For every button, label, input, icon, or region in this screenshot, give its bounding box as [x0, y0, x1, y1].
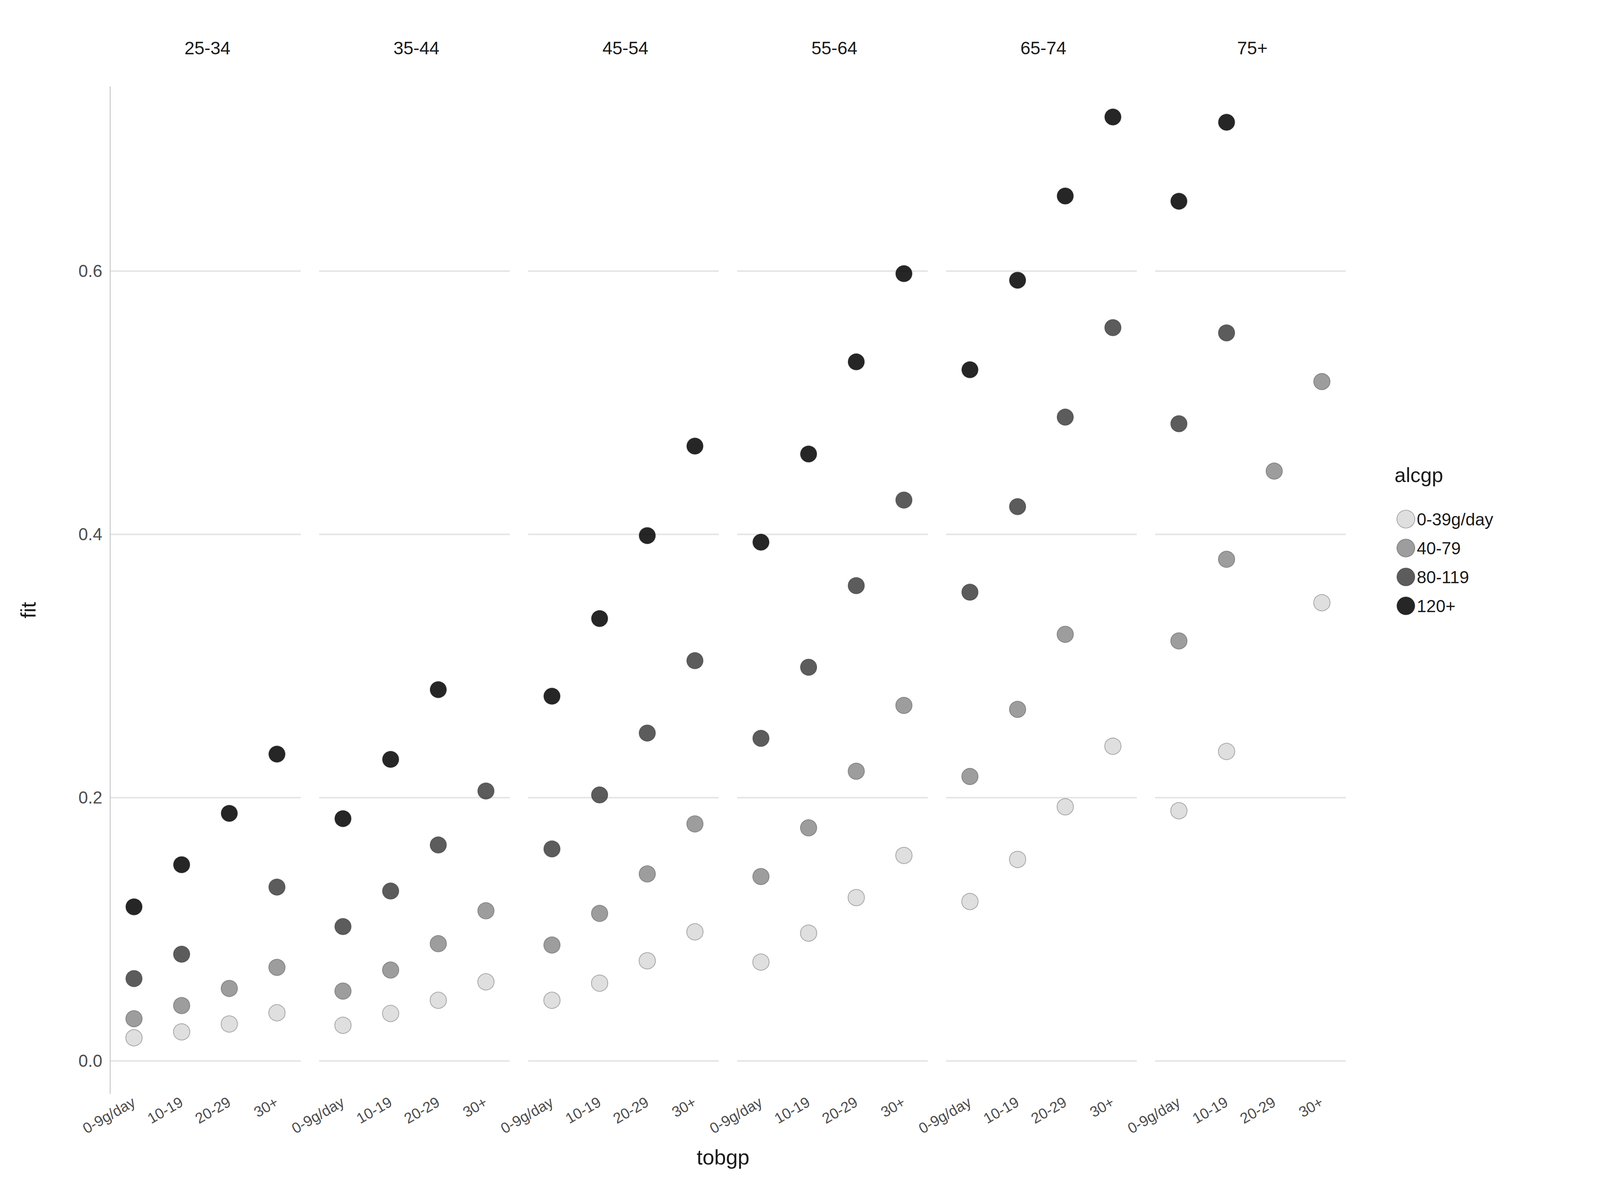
svg-text:0-9g/day: 0-9g/day [288, 1093, 347, 1137]
svg-text:10-19: 10-19 [353, 1093, 395, 1127]
svg-text:10-19: 10-19 [980, 1093, 1022, 1127]
svg-text:25-34: 25-34 [184, 37, 231, 59]
svg-text:10-19: 10-19 [1189, 1093, 1231, 1127]
svg-text:20-29: 20-29 [819, 1093, 861, 1127]
svg-text:35-44: 35-44 [393, 37, 440, 59]
svg-text:30+: 30+ [1087, 1093, 1118, 1121]
svg-text:40-79: 40-79 [1416, 538, 1461, 558]
svg-text:tobgp: tobgp [696, 1145, 750, 1169]
svg-text:alcgp: alcgp [1394, 463, 1443, 487]
svg-text:65-74: 65-74 [1020, 37, 1067, 59]
svg-text:0-9g/day: 0-9g/day [497, 1093, 556, 1137]
svg-text:30+: 30+ [251, 1093, 282, 1121]
svg-text:0.6: 0.6 [78, 261, 103, 281]
svg-text:0.2: 0.2 [78, 787, 103, 808]
svg-text:0-9g/day: 0-9g/day [706, 1093, 765, 1137]
svg-text:30+: 30+ [460, 1093, 491, 1121]
svg-text:45-54: 45-54 [602, 37, 649, 59]
svg-text:10-19: 10-19 [771, 1093, 813, 1127]
svg-text:30+: 30+ [878, 1093, 909, 1121]
svg-text:0-9g/day: 0-9g/day [915, 1093, 974, 1137]
svg-text:20-29: 20-29 [401, 1093, 443, 1127]
svg-text:30+: 30+ [1296, 1093, 1327, 1121]
svg-text:0.0: 0.0 [78, 1051, 103, 1071]
svg-text:20-29: 20-29 [610, 1093, 652, 1127]
svg-text:0-9g/day: 0-9g/day [1124, 1093, 1183, 1137]
svg-text:30+: 30+ [669, 1093, 700, 1121]
svg-text:75+: 75+ [1237, 37, 1268, 59]
svg-text:0-39g/day: 0-39g/day [1416, 509, 1494, 529]
svg-text:0-9g/day: 0-9g/day [79, 1093, 138, 1137]
svg-text:20-29: 20-29 [1028, 1093, 1070, 1127]
svg-text:55-64: 55-64 [811, 37, 858, 59]
svg-text:0.4: 0.4 [78, 524, 103, 544]
svg-text:10-19: 10-19 [562, 1093, 604, 1127]
svg-text:120+: 120+ [1416, 596, 1456, 616]
svg-text:fit: fit [16, 601, 40, 619]
svg-text:20-29: 20-29 [192, 1093, 234, 1127]
svg-text:10-19: 10-19 [144, 1093, 186, 1127]
svg-text:80-119: 80-119 [1416, 567, 1470, 587]
svg-text:20-29: 20-29 [1237, 1093, 1279, 1127]
